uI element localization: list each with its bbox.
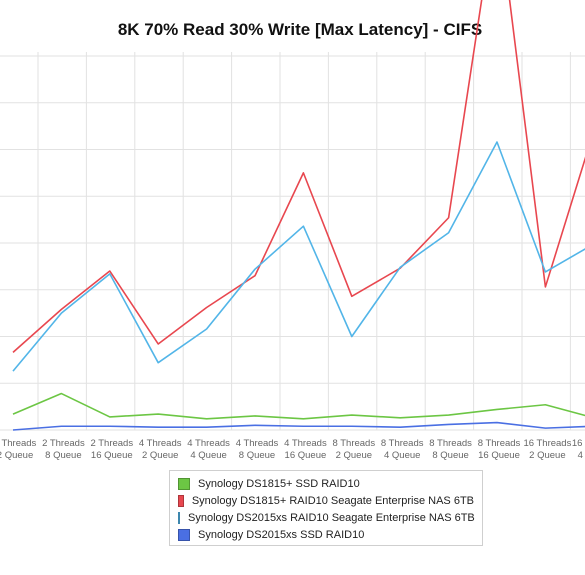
x-tick-label: 4 Threads	[284, 438, 327, 449]
x-tick-label: 8 Threads	[478, 438, 521, 449]
grid-layer	[0, 52, 585, 431]
x-tick-label: 4 Queue	[578, 450, 585, 461]
x-tick-label: 8 Queue	[432, 450, 468, 461]
series-layer	[12, 0, 585, 431]
x-tick-label: 8 Threads	[332, 438, 375, 449]
legend-item-2: Synology DS2015xs RAID10 Seagate Enterpr…	[178, 509, 475, 526]
x-tick-label: 4 Threads	[139, 438, 182, 449]
x-tick-label: 16 Queue	[285, 450, 327, 461]
legend-label: Synology DS1815+ SSD RAID10	[198, 477, 360, 490]
x-tick-label: 4 Threads	[236, 438, 279, 449]
legend-swatch	[178, 528, 190, 541]
x-tick-label: 4 Queue	[190, 450, 226, 461]
x-tick-label: 2 Threads	[90, 438, 133, 449]
series-line-3	[12, 421, 585, 431]
x-tick-label: 16 Threads	[523, 438, 571, 449]
legend-swatch	[178, 511, 180, 524]
series-line-2	[12, 141, 585, 372]
x-tick-label: 8 Threads	[381, 438, 424, 449]
x-tick-label: 8 Queue	[239, 450, 275, 461]
legend-swatch	[178, 477, 190, 490]
x-tick-label: 2 Threads	[42, 438, 85, 449]
x-tick-label: 2 Queue	[529, 450, 565, 461]
x-tick-label: 4 Queue	[384, 450, 420, 461]
x-tick-label: 16 Queue	[478, 450, 520, 461]
legend-swatch	[178, 494, 184, 507]
x-tick-label: 16 Queue	[91, 450, 133, 461]
series-line-1	[12, 0, 585, 353]
legend-label: Synology DS2015xs RAID10 Seagate Enterpr…	[188, 511, 475, 524]
legend-label: Synology DS1815+ RAID10 Seagate Enterpri…	[191, 494, 474, 507]
x-tick-label: 2 Queue	[0, 450, 33, 461]
legend-label: Synology DS2015xs SSD RAID10	[198, 528, 365, 541]
x-tick-label: 2 Threads	[0, 438, 37, 449]
x-tick-label: 4 Threads	[187, 438, 230, 449]
x-tick-label: 16 Threads	[572, 438, 585, 449]
legend-item-0: Synology DS1815+ SSD RAID10	[178, 475, 474, 492]
x-tick-label: 8 Queue	[45, 450, 81, 461]
x-tick-label: 2 Queue	[142, 450, 178, 461]
legend-item-3: Synology DS2015xs SSD RAID10	[178, 526, 474, 543]
x-tick-label: 2 Queue	[336, 450, 372, 461]
legend-item-1: Synology DS1815+ RAID10 Seagate Enterpri…	[178, 492, 474, 509]
chart-title: 8K 70% Read 30% Write [Max Latency] - CI…	[117, 20, 483, 39]
x-tick-label: 8 Threads	[429, 438, 472, 449]
series-line-0	[12, 392, 585, 420]
legend: Synology DS1815+ SSD RAID10 Synology DS18…	[169, 470, 483, 546]
